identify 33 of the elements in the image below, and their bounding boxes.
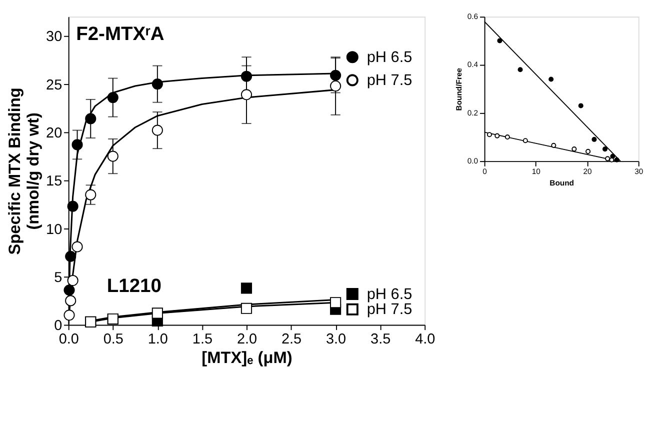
x-tick-label: 1.0 xyxy=(148,332,168,348)
x-tick-label: 4.0 xyxy=(415,332,436,348)
x-tick-label: 2.5 xyxy=(281,332,302,348)
x-tick-label: 30 xyxy=(634,167,644,176)
x-tick-label: 0.5 xyxy=(103,332,124,348)
y-tick-label: 0.4 xyxy=(467,60,479,70)
legend-label: pH 7.5 xyxy=(366,72,412,90)
legend-label: pH 7.5 xyxy=(366,301,412,318)
x-axis-title: Bound xyxy=(550,178,574,188)
annotation: L1210 xyxy=(106,276,162,298)
y-tick-label: 5 xyxy=(54,270,62,286)
y-tick-label: 10 xyxy=(46,222,62,238)
x-tick-label: 10 xyxy=(532,167,540,176)
annotation: F2-MTXʳA xyxy=(76,24,164,45)
x-tick-label: 2.0 xyxy=(236,332,258,348)
y-tick-label: 0 xyxy=(54,318,62,334)
x-axis-title: [MTX]ₑ (μM) xyxy=(202,348,292,367)
x-tick-label: 1.5 xyxy=(192,332,212,348)
y-tick-label: 15 xyxy=(46,174,62,190)
x-tick-label: 3.5 xyxy=(370,332,391,348)
y-tick-label: 0.0 xyxy=(467,156,478,166)
x-tick-label: 20 xyxy=(583,167,592,176)
legend-label: pH 6.5 xyxy=(366,48,412,66)
y-axis-title: Specific MTX Binding (nmol/g dry wt) xyxy=(6,88,42,255)
y-tick-label: 30 xyxy=(46,29,62,46)
y-tick-label: 0.2 xyxy=(467,108,478,118)
y-tick-label: 0.6 xyxy=(467,12,478,22)
x-tick-label: 3.0 xyxy=(326,332,346,348)
y-tick-label: 20 xyxy=(46,125,62,142)
x-tick-label: 0 xyxy=(482,167,487,176)
legend-label: pH 6.5 xyxy=(366,286,412,303)
y-tick-label: 25 xyxy=(46,77,62,94)
y-axis-title: Bound/Free xyxy=(454,67,464,111)
